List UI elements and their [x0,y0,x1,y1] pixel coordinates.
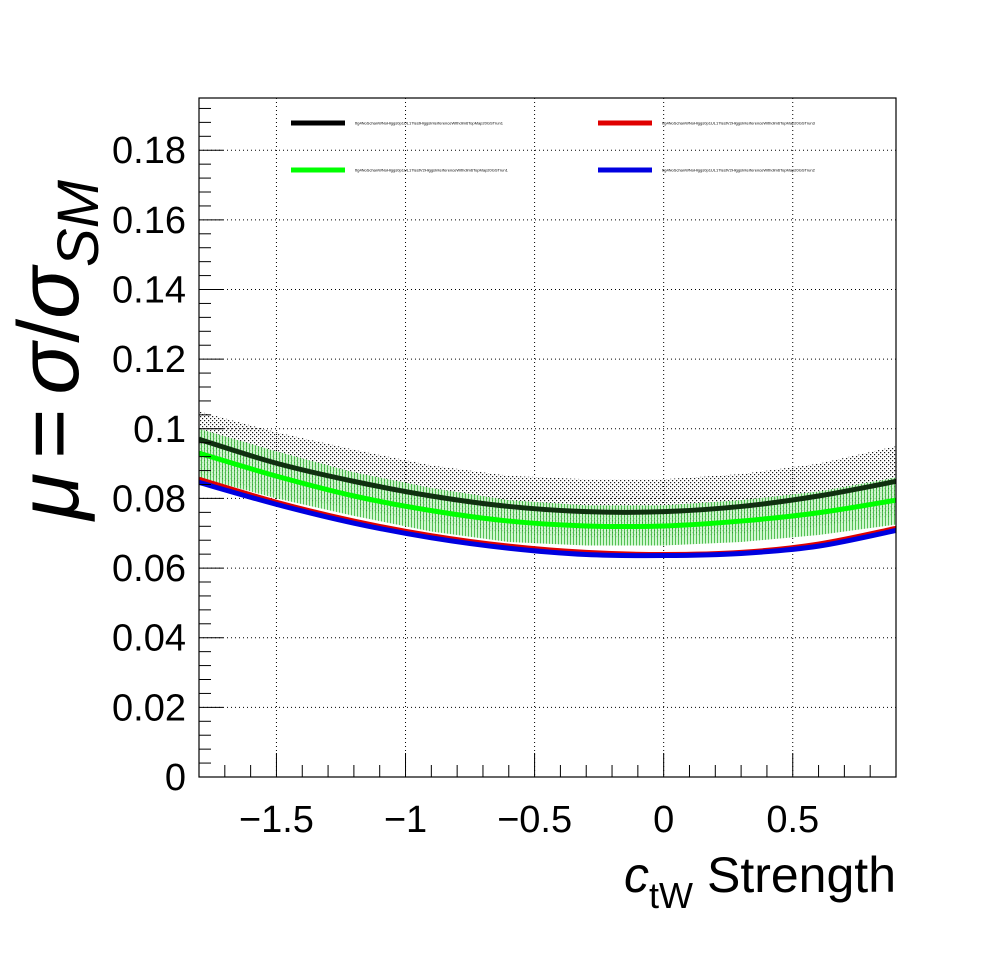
legend: ttg4NoSchanWNoHiggs0p1UL17testHiggsInter… [291,120,816,173]
series-lines [199,436,896,559]
legend-label: ttg4NoSchanWNoHiggs0p1UL17testV2HiggsInt… [662,168,816,173]
x-tick-label: −0.5 [497,799,572,841]
y-tick-label: 0.08 [112,478,186,520]
uncertainty-band [199,428,896,546]
x-tick-labels: −1.5 −1 −0.5 0 0.5 [239,799,819,841]
y-tick-label: 0.06 [112,548,186,590]
legend-label: ttg4NoSchanWNoHiggs0p1UL17testV2HiggsInt… [355,168,509,173]
y-tick-label: 0.14 [112,270,186,312]
y-axis-label: μ=σ/σSM [1,179,111,522]
series-line [199,436,896,515]
x-tick-label: 0 [653,799,674,841]
axis-ticks [198,107,897,778]
plot-frame [198,97,897,778]
y-tick-label: 0.16 [112,200,186,242]
y-tick-label: 0.12 [112,339,186,381]
y-tick-label: 0 [165,757,186,799]
series-line [199,450,896,530]
x-tick-label: −1 [384,799,427,841]
x-tick-label: −1.5 [239,799,314,841]
legend-label: ttg4NoSchanWNoHiggs0p1UL17testHiggsInter… [355,121,504,126]
y-tick-label: 0.04 [112,618,186,660]
x-axis-label: ctW Strength [624,847,896,916]
legend-label: ttg4NoSchanWNoHiggs0p1UL17testV2HiggsInt… [662,121,816,126]
y-tick-label: 0.02 [112,687,186,729]
y-tick-label: 0.1 [133,409,186,451]
series-line [199,480,896,559]
grid-lines [199,98,896,777]
x-tick-label: 0.5 [766,799,819,841]
y-tick-labels: 0 0.02 0.04 0.06 0.08 0.1 0.12 0.14 0.16 0.18 [112,130,186,799]
y-tick-label: 0.18 [112,130,186,172]
